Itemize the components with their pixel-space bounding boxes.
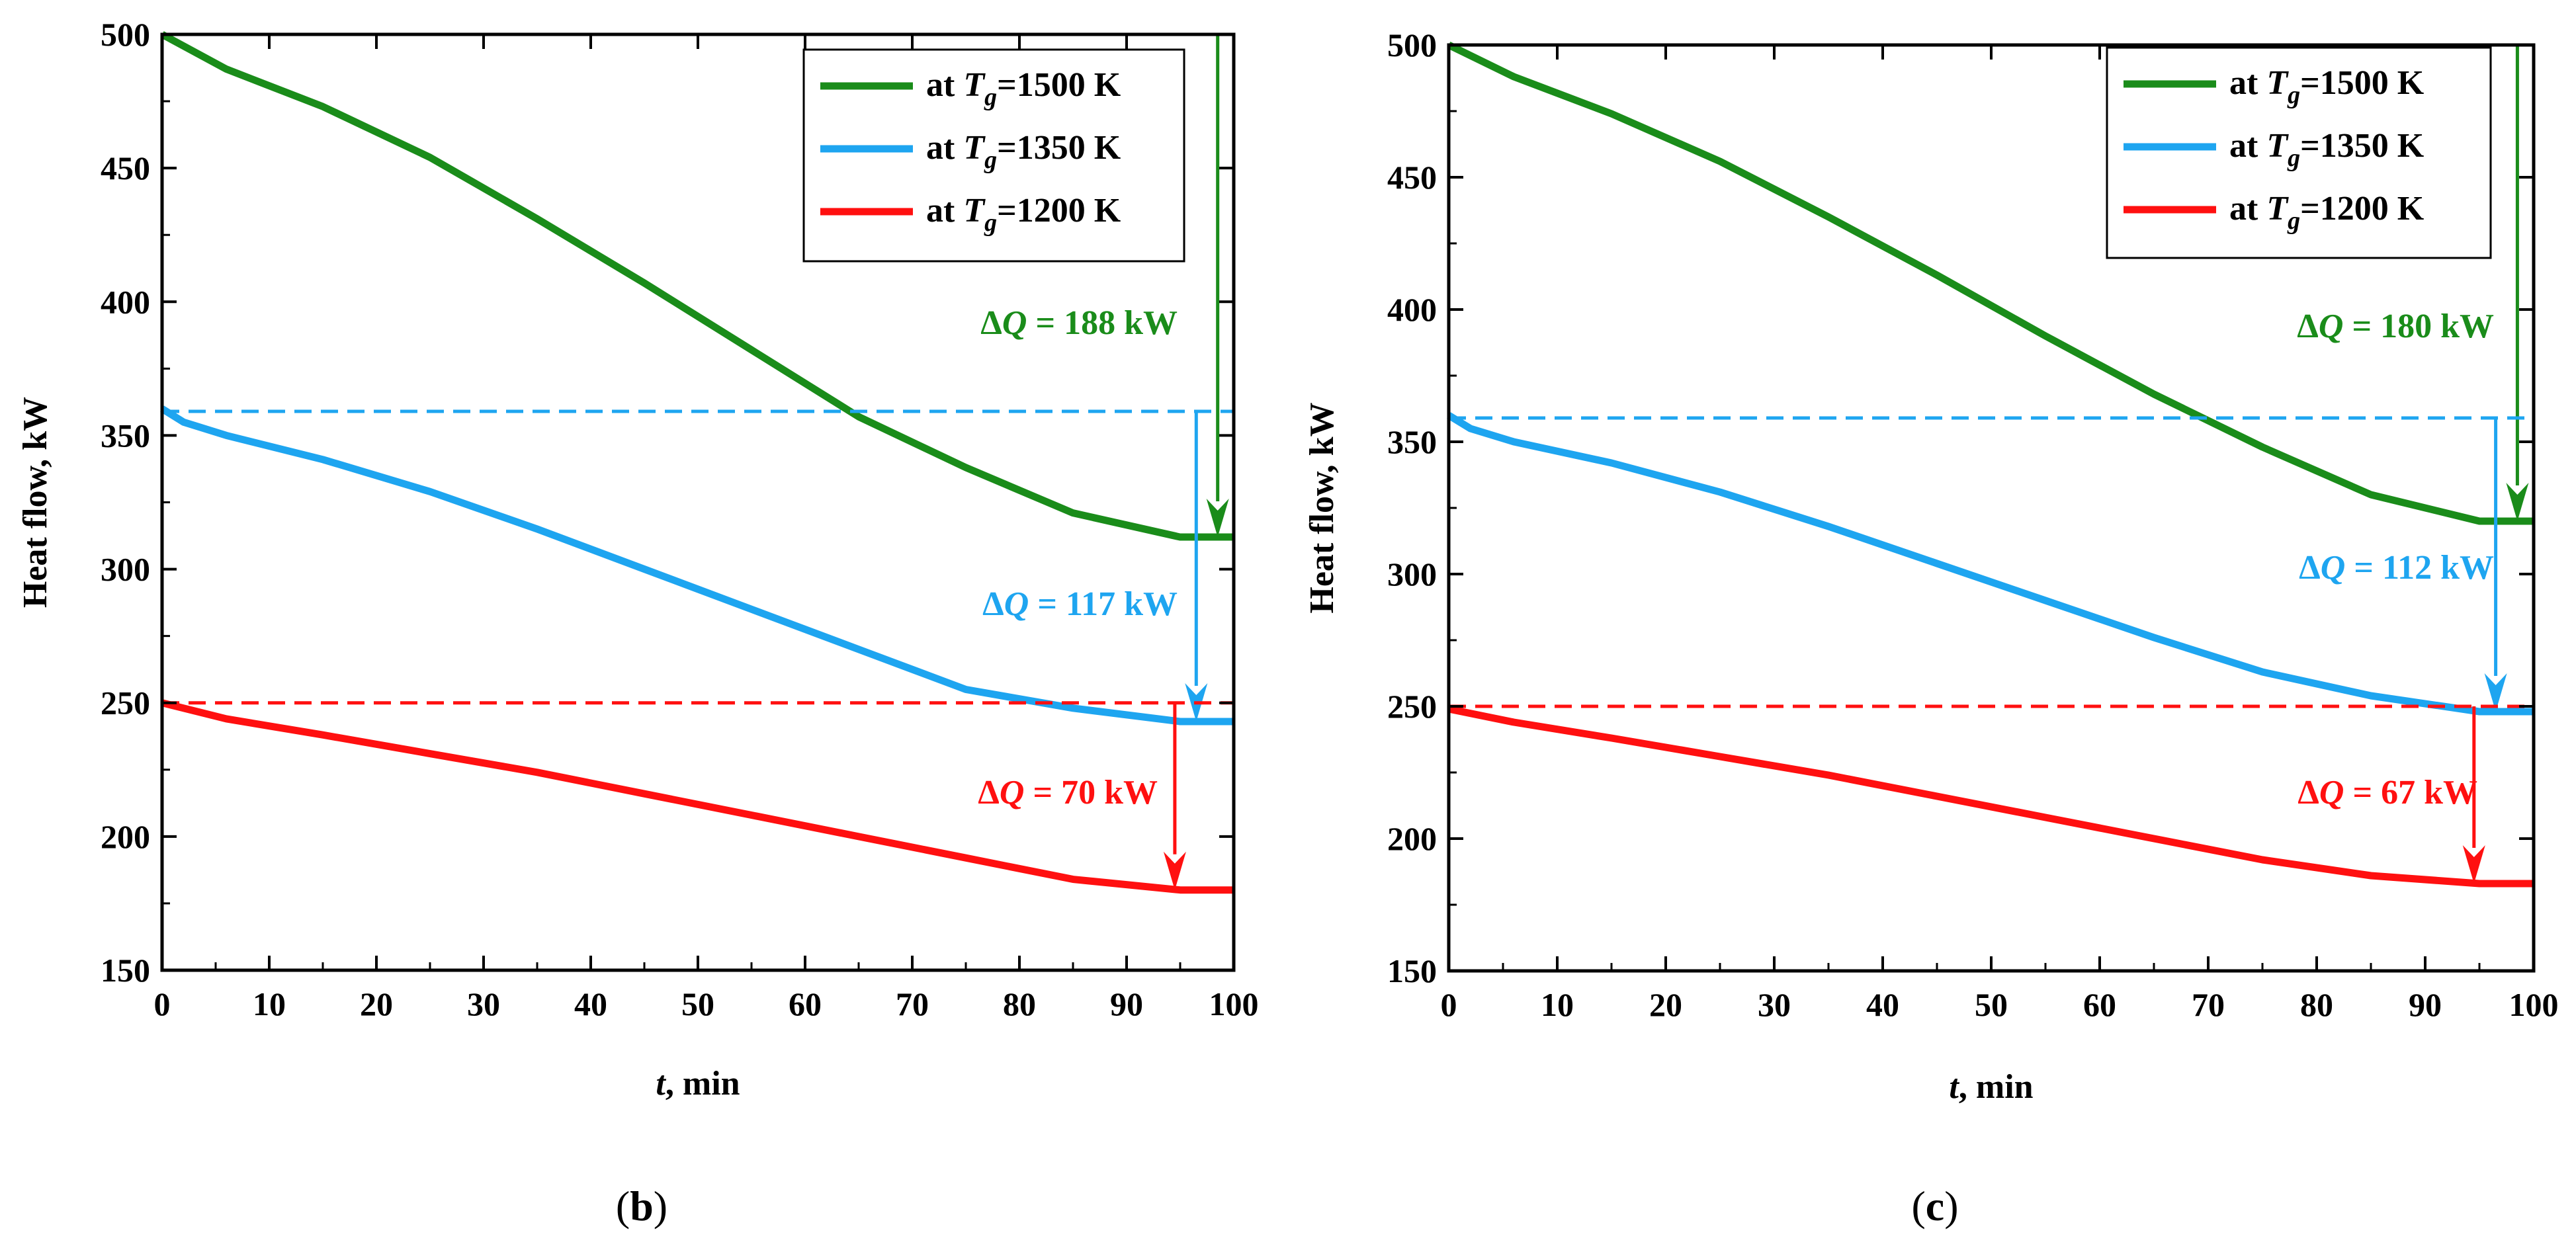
- y-tick-label: 250: [101, 685, 150, 722]
- delta-annotation: ΔQ = 117 kW: [982, 585, 1178, 623]
- y-axis-label: Heat flow, kW: [17, 397, 54, 608]
- x-tick-label: 20: [360, 985, 393, 1022]
- y-axis-label: Heat flow, kW: [1303, 402, 1341, 613]
- series-group: [160, 31, 1234, 894]
- series-line: [1447, 42, 2534, 525]
- x-tick-label: 10: [253, 985, 286, 1022]
- panel-label: (c): [1911, 1183, 1958, 1229]
- x-tick-label: 80: [1003, 985, 1036, 1022]
- legend: at Tg=1500 K at Tg=1350 K at Tg=1200 K: [802, 48, 1185, 263]
- y-tick-label: 300: [101, 551, 150, 588]
- y-tick-label: 500: [1387, 26, 1437, 63]
- y-tick-label: 400: [101, 283, 150, 320]
- y-tick-label: 400: [1387, 291, 1437, 328]
- panel-label: (b): [616, 1183, 667, 1229]
- delta-annotation: ΔQ = 112 kW: [2299, 549, 2494, 587]
- legend-entry: at Tg=1200 K: [926, 192, 1121, 237]
- x-axis-label: t, min: [656, 1065, 740, 1102]
- series-line: [161, 699, 1234, 894]
- delta-arrow-head: [2506, 483, 2529, 521]
- x-tick-label: 60: [2083, 986, 2116, 1023]
- delta-arrow-head: [1163, 851, 1186, 890]
- x-tick-label: 100: [2509, 986, 2559, 1023]
- series-line: [1447, 705, 2534, 888]
- x-tick-label: 70: [2192, 986, 2225, 1023]
- series-line: [160, 31, 1234, 541]
- x-tick-label: 30: [467, 985, 500, 1022]
- legend-entry: at Tg=1500 K: [926, 66, 1121, 111]
- x-tick-label: 0: [1441, 986, 1457, 1023]
- x-tick-label: 50: [681, 985, 714, 1022]
- x-tick-label: 70: [896, 985, 929, 1022]
- series-line: [1447, 412, 2534, 716]
- x-tick-label: 90: [1110, 985, 1143, 1022]
- delta-arrow-head: [2484, 673, 2507, 712]
- x-tick-label: 90: [2409, 986, 2442, 1023]
- x-axis-label: t, min: [1949, 1068, 2033, 1106]
- y-tick-label: 500: [101, 16, 150, 53]
- y-tick-label: 150: [1387, 952, 1437, 989]
- chart-panel: ΔQ = 188 kW ΔQ = 117 kW ΔQ = 70 kW 0 10 20 30 4…: [17, 16, 1259, 1229]
- delta-annotation: ΔQ = 70 kW: [978, 774, 1158, 811]
- delta-annotation: ΔQ = 180 kW: [2297, 308, 2494, 345]
- x-tick-label: 100: [1209, 985, 1259, 1022]
- x-tick-label: 40: [1866, 986, 1899, 1023]
- y-tick-label: 300: [1387, 556, 1437, 593]
- legend-entry: at Tg=1350 K: [2229, 127, 2425, 172]
- x-tick-label: 60: [789, 985, 822, 1022]
- y-tick-label: 250: [1387, 688, 1437, 725]
- delta-annotation: ΔQ = 67 kW: [2297, 774, 2477, 811]
- x-tick-label: 0: [154, 985, 171, 1022]
- x-tick-label: 20: [1649, 986, 1682, 1023]
- x-tick-label: 10: [1541, 986, 1574, 1023]
- y-tick-label: 450: [101, 149, 150, 187]
- y-tick-label: 200: [1387, 820, 1437, 857]
- y-tick-label: 150: [101, 952, 150, 989]
- legend-entry: at Tg=1500 K: [2229, 64, 2425, 109]
- chart-panel: ΔQ = 180 kW ΔQ = 112 kW ΔQ = 67 kW 0 10 20 30 4…: [1303, 26, 2559, 1229]
- x-tick-label: 50: [1975, 986, 2008, 1023]
- y-tick-label: 200: [101, 818, 150, 855]
- delta-arrow-head: [1206, 499, 1229, 538]
- legend: at Tg=1500 K at Tg=1350 K at Tg=1200 K: [2106, 46, 2492, 259]
- delta-arrow-head: [2462, 845, 2485, 884]
- x-tick-label: 80: [2300, 986, 2333, 1023]
- x-tick-label: 30: [1758, 986, 1791, 1023]
- y-tick-label: 450: [1387, 159, 1437, 196]
- series-line: [160, 405, 1234, 726]
- x-tick-label: 40: [574, 985, 607, 1022]
- legend-entry: at Tg=1350 K: [926, 129, 1121, 174]
- y-tick-label: 350: [1387, 423, 1437, 460]
- delta-annotation: ΔQ = 188 kW: [980, 304, 1178, 342]
- y-tick-label: 350: [101, 417, 150, 454]
- legend-entry: at Tg=1200 K: [2229, 190, 2425, 235]
